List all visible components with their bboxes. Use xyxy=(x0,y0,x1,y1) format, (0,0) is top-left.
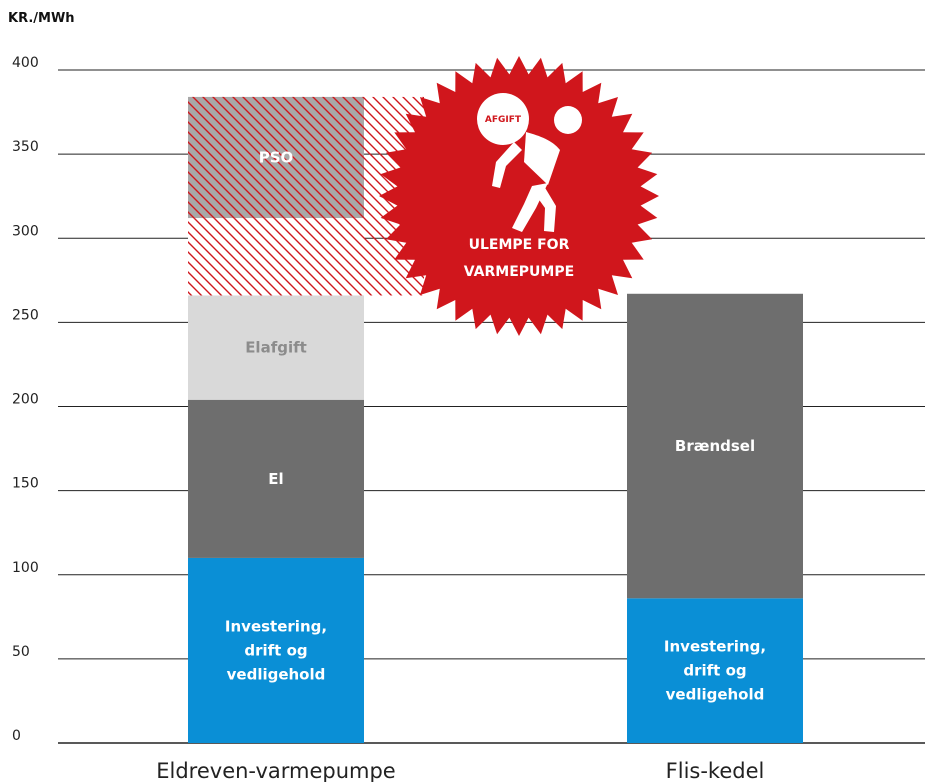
category-labels: Eldreven-varmepumpe Flis-kedel xyxy=(156,759,764,782)
sack-label: AFGIFT xyxy=(485,115,522,125)
bar-segment xyxy=(627,293,803,599)
bar-segment xyxy=(188,557,364,743)
y-tick-label: 300 xyxy=(12,223,39,239)
segment-label: Investering, drift og vedligehold xyxy=(664,638,766,704)
bars xyxy=(188,96,803,743)
y-tick-label: 150 xyxy=(12,476,39,492)
bar-segment xyxy=(188,295,364,400)
segment-label: PSO xyxy=(259,148,294,166)
y-tick-label: 50 xyxy=(12,644,30,660)
y-tick-label: 350 xyxy=(12,139,39,155)
person-carrying-sack-icon: AFGIFT xyxy=(477,93,582,232)
y-axis-label: KR./MWh xyxy=(8,11,75,26)
disadvantage-badge: AFGIFT ULEMPE FOR VARMEPUMPE xyxy=(364,56,659,336)
starburst xyxy=(379,56,659,336)
segment-labels: Investering, drift og vedligehold El Elafgif… xyxy=(225,148,766,703)
y-tick-label: 100 xyxy=(12,560,39,576)
bar-segment-hatch xyxy=(188,96,364,219)
segment-label: Brændsel xyxy=(675,437,755,455)
y-tick-label: 250 xyxy=(12,307,39,323)
x-category-label: Eldreven-varmepumpe xyxy=(156,759,395,782)
segment-label: Investering, drift og vedligehold xyxy=(225,617,327,683)
y-tick-label: 400 xyxy=(12,55,39,71)
segment-label: Elafgift xyxy=(245,339,307,357)
segment-label: El xyxy=(268,470,283,488)
y-tick-label: 0 xyxy=(12,728,21,744)
bar-segment xyxy=(627,598,803,743)
x-category-label: Flis-kedel xyxy=(666,759,765,782)
y-tick-label: 200 xyxy=(12,392,39,408)
bar-segment xyxy=(188,399,364,558)
bar-segment-hatch xyxy=(188,218,364,296)
badge-text: ULEMPE FOR VARMEPUMPE xyxy=(464,237,574,280)
